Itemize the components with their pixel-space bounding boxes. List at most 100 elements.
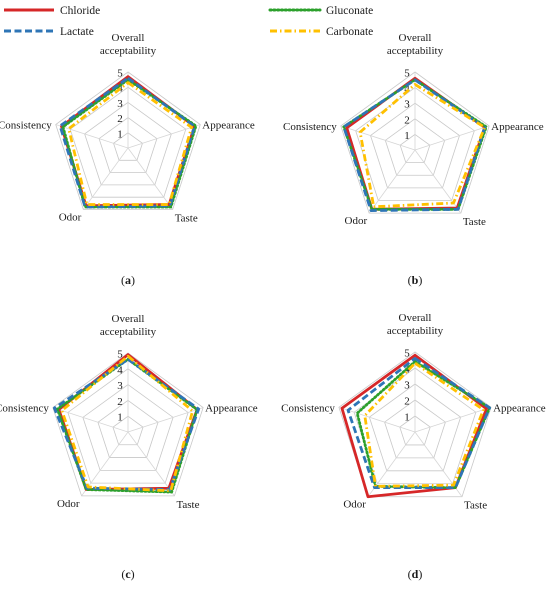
axis-label: Taste — [463, 216, 486, 228]
grid-ring — [113, 132, 143, 161]
series-line-carbonate — [67, 81, 194, 206]
grid-ring — [52, 352, 204, 497]
legend-item-chloride: Chloride — [4, 5, 100, 17]
legend-item-lactate: Lactate — [4, 26, 94, 38]
grid-ring — [97, 399, 159, 458]
axis-spoke — [127, 407, 204, 433]
legend-item-carbonate: Carbonate — [270, 26, 373, 38]
tick-label: 3 — [117, 98, 123, 110]
series-line-carbonate — [358, 83, 487, 209]
axis-spoke — [127, 124, 201, 149]
series-line-gluconate — [355, 360, 491, 490]
axis-spoke — [83, 147, 129, 210]
axis-label: Appearance — [493, 402, 546, 414]
tick-label: 2 — [404, 114, 410, 126]
tick-label: 1 — [404, 130, 410, 142]
axis-label: Consistency — [281, 402, 335, 414]
axis-spoke — [414, 125, 490, 151]
axis-spoke — [414, 406, 492, 433]
axis-label: Taste — [464, 500, 487, 512]
tick-label: 2 — [117, 396, 123, 408]
chart-legend: Chloride Gluconate Lactate Carbonate — [4, 5, 373, 38]
axis-label: Appearance — [202, 120, 255, 132]
grid-ring — [84, 101, 172, 186]
legend-label: Carbonate — [326, 26, 373, 38]
grid-ring — [338, 351, 492, 498]
axis-label: Odor — [343, 499, 366, 511]
grid-ring — [399, 133, 431, 164]
tick-label: 5 — [404, 348, 410, 360]
axis-label: Overall acceptability — [387, 312, 444, 337]
panel-label: (b) — [408, 273, 423, 287]
axis-label: Appearance — [491, 121, 544, 133]
grid-ring — [55, 71, 201, 210]
tick-label: 1 — [117, 412, 123, 424]
tick-label: 5 — [117, 349, 123, 361]
radar-panel: 1 2 3 4 5 Overall acceptability Appearance Taste… — [0, 313, 258, 581]
axis-spoke — [127, 431, 175, 497]
legend-label: Gluconate — [326, 5, 373, 17]
panel-label: (c) — [121, 567, 134, 581]
axis-label: Odor — [57, 498, 80, 510]
grid-ring — [384, 399, 446, 459]
grid-ring — [355, 87, 475, 201]
legend-label: Chloride — [60, 5, 100, 17]
panel-label: (d) — [408, 567, 423, 581]
axis-label: Odor — [345, 215, 368, 227]
axis-label: Consistency — [0, 120, 52, 132]
tick-label: 2 — [404, 396, 410, 408]
axis-spoke — [55, 124, 129, 149]
series-line-gluconate — [55, 357, 199, 494]
axis-label: Consistency — [0, 403, 49, 415]
series-line-lactate — [346, 356, 491, 490]
axis-label: Appearance — [205, 403, 258, 415]
grid-ring — [399, 415, 431, 446]
tick-label: 1 — [404, 412, 410, 424]
grid-ring — [98, 117, 158, 173]
grid-ring — [112, 415, 144, 446]
tick-label: 5 — [404, 68, 410, 80]
axis-label: Overall acceptability — [387, 32, 444, 57]
series-line-lactate — [58, 76, 196, 209]
grid-ring — [340, 71, 490, 214]
axis-spoke — [338, 406, 416, 433]
grid-ring — [67, 368, 189, 484]
axis-label: Overall acceptability — [100, 313, 157, 338]
tick-label: 3 — [404, 380, 410, 392]
radar-panel: 1 2 3 4 5 Overall acceptability Appearance Taste… — [283, 32, 544, 287]
series-line-chloride — [340, 353, 488, 499]
axis-spoke — [52, 407, 129, 433]
axis-label: Taste — [175, 212, 198, 224]
axis-label: Consistency — [283, 121, 337, 133]
tick-label: 1 — [117, 128, 123, 140]
legend-item-gluconate: Gluconate — [268, 5, 373, 17]
tick-label: 3 — [117, 380, 123, 392]
series-line-carbonate — [363, 361, 485, 488]
grid-ring — [384, 118, 446, 176]
radar-panels: 1 2 3 4 5 Overall acceptability Appearance Taste… — [0, 32, 546, 581]
axis-spoke — [368, 149, 416, 214]
legend-label: Lactate — [60, 26, 94, 38]
grid-ring — [370, 102, 460, 189]
grid-ring — [82, 384, 174, 471]
axis-spoke — [127, 147, 173, 210]
grid-ring — [368, 383, 462, 472]
axis-label: Taste — [176, 499, 199, 511]
tick-label: 5 — [117, 68, 123, 80]
grid-ring — [353, 367, 477, 485]
tick-label: 3 — [404, 99, 410, 111]
grid-ring — [69, 86, 187, 198]
axis-label: Odor — [59, 211, 82, 223]
series-line-lactate — [342, 78, 487, 212]
panel-label: (a) — [121, 273, 135, 287]
axis-spoke — [340, 125, 416, 151]
axis-spoke — [81, 431, 129, 497]
tick-label: 2 — [117, 113, 123, 125]
axis-label: Overall acceptability — [100, 32, 157, 57]
series-line-carbonate — [60, 354, 195, 493]
tick-label: 4 — [117, 364, 123, 376]
tick-label: 4 — [404, 83, 410, 95]
